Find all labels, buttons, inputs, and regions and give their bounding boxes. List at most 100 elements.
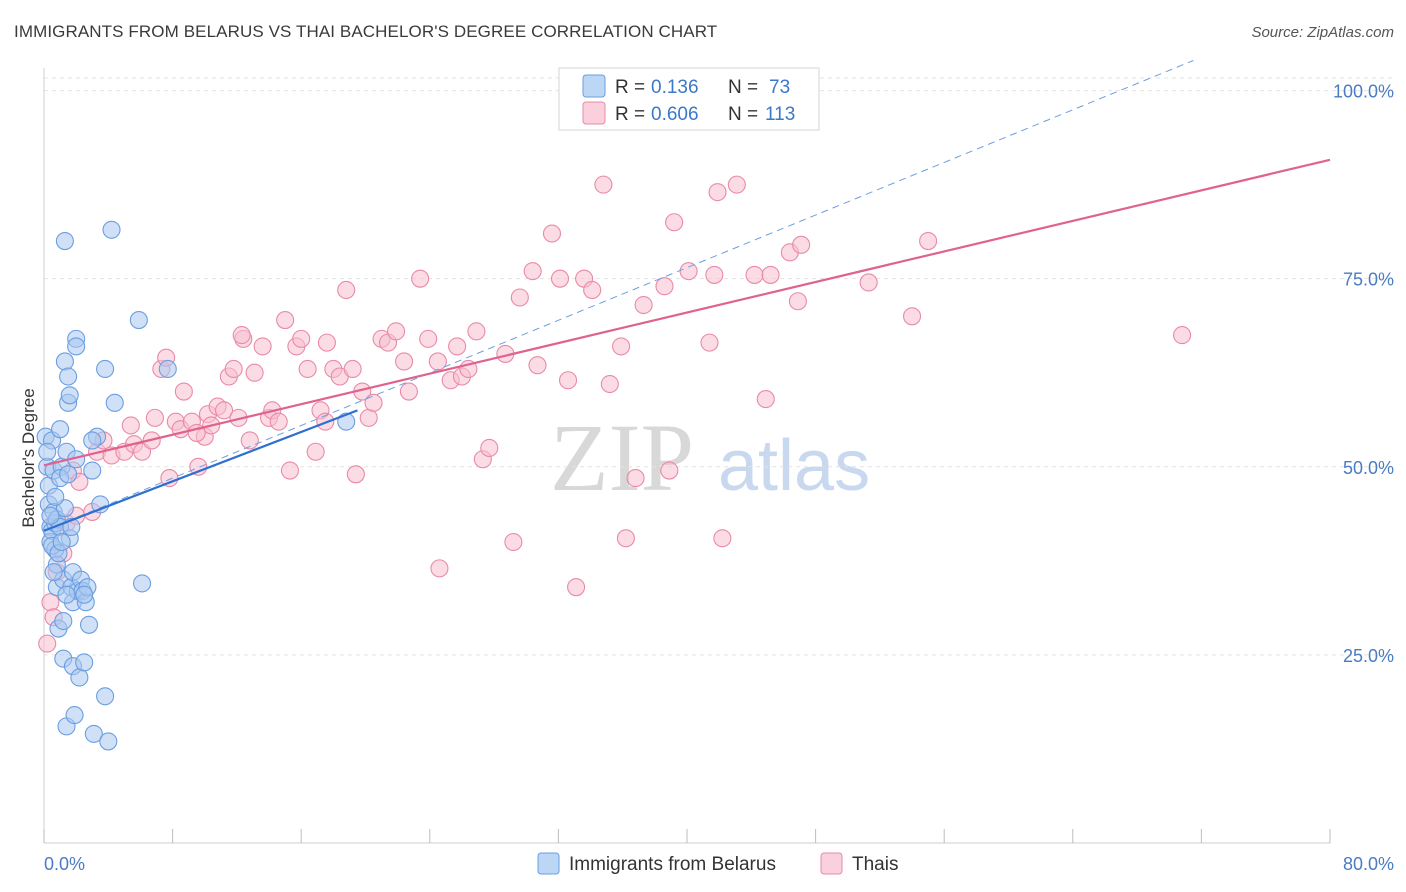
series-belarus-points — [36, 220, 356, 751]
y-gridlines — [44, 77, 1394, 656]
thais-point — [269, 412, 288, 431]
thais-point — [467, 322, 486, 341]
thais-point — [745, 265, 764, 284]
belarus-point — [96, 359, 115, 379]
thais-point — [655, 277, 674, 296]
thais-point — [660, 461, 679, 480]
belarus-point — [38, 442, 57, 461]
thais-point — [616, 529, 635, 548]
belarus-point — [84, 724, 103, 743]
thais-point — [419, 329, 438, 348]
legend-belarus-swatch — [537, 852, 560, 875]
stats-legend-blue-swatch — [582, 74, 606, 98]
x-tick-label-max: 80.0% — [1343, 854, 1394, 874]
legend-thais-label: Thais — [852, 854, 898, 875]
thais-point — [792, 235, 811, 254]
thais-point — [761, 265, 780, 284]
belarus-trend-extension — [43, 60, 1194, 532]
watermark-atlas: atlas — [718, 426, 870, 506]
thais-point — [41, 593, 60, 612]
thais-trend-line — [43, 158, 1331, 467]
belarus-point — [57, 585, 76, 604]
thais-point — [386, 322, 406, 341]
thais-point — [359, 408, 378, 427]
thais-point — [567, 578, 586, 597]
thais-point — [253, 337, 272, 356]
thais-point — [224, 359, 243, 379]
thais-point — [558, 371, 578, 390]
stats-legend: R = 0.136 N = 73 R = 0.606 N = 113 — [558, 67, 820, 131]
thais-point — [346, 465, 365, 484]
stats-r-value-1: 0.136 — [651, 77, 699, 98]
thais-point — [510, 288, 529, 307]
thais-point — [594, 175, 613, 194]
thais-point — [337, 280, 356, 300]
thais-point — [276, 311, 295, 330]
thais-point — [292, 329, 311, 348]
belarus-trend-line — [43, 409, 358, 532]
belarus-point — [51, 420, 70, 439]
series-thais-points — [38, 175, 1192, 653]
thais-point — [727, 175, 746, 194]
thais-point — [232, 326, 251, 345]
thais-point — [317, 333, 336, 352]
thais-point — [708, 183, 727, 202]
thais-point — [428, 352, 447, 371]
thais-point — [145, 408, 164, 427]
belarus-point — [54, 611, 73, 631]
thais-point — [189, 457, 208, 476]
belarus-point — [59, 465, 78, 484]
stats-r-label-2: R = — [615, 104, 645, 125]
thais-point — [364, 393, 383, 412]
stats-n-label-1: N = — [728, 77, 758, 98]
belarus-point — [70, 668, 89, 687]
legend-thais-swatch — [820, 852, 843, 875]
y-tick-label: 25.0% — [1343, 646, 1394, 666]
belarus-point — [96, 687, 115, 706]
stats-legend-pink-swatch — [582, 101, 606, 125]
thais-point — [705, 265, 724, 284]
thais-point — [612, 337, 631, 356]
thais-point — [395, 352, 414, 371]
x-tick-label-min: 0.0% — [44, 854, 85, 874]
thais-point — [600, 374, 619, 394]
chart-title: IMMIGRANTS FROM BELARUS VS THAI BACHELOR… — [14, 22, 718, 41]
thais-point — [902, 307, 922, 326]
thais-point — [665, 213, 684, 232]
belarus-point — [59, 367, 78, 386]
thais-point — [788, 292, 807, 311]
belarus-point — [79, 615, 99, 634]
thais-point — [430, 559, 449, 578]
thais-point — [583, 280, 602, 300]
belarus-point — [46, 487, 65, 506]
thais-point — [411, 269, 430, 288]
thais-point — [448, 337, 467, 356]
belarus-point — [75, 653, 94, 672]
belarus-point — [55, 352, 74, 371]
thais-point — [679, 262, 698, 281]
stats-r-value-2: 0.606 — [651, 104, 699, 125]
stats-n-value-1: 73 — [769, 77, 790, 98]
belarus-point — [60, 386, 79, 405]
thais-point — [626, 469, 645, 488]
thais-point — [713, 529, 732, 548]
belarus-point — [41, 506, 60, 525]
belarus-point — [67, 337, 86, 356]
thais-point — [1173, 326, 1192, 345]
thais-point — [399, 382, 418, 401]
thais-point — [245, 363, 264, 382]
thais-point — [214, 401, 234, 420]
stats-r-label-1: R = — [615, 77, 645, 98]
y-tick-label: 75.0% — [1343, 270, 1394, 290]
thais-point — [121, 416, 140, 435]
thais-point — [280, 461, 299, 480]
belarus-point — [44, 563, 63, 582]
y-tick-label: 50.0% — [1343, 458, 1394, 478]
thais-point — [38, 634, 57, 653]
watermark: ZIP atlas — [550, 404, 870, 511]
legend-belarus-label: Immigrants from Belarus — [569, 854, 776, 875]
y-tick-labels: 25.0% 50.0% 75.0% 100.0% — [1333, 82, 1394, 666]
thais-point — [240, 431, 259, 450]
source-label: Source: ZipAtlas.com — [1251, 24, 1394, 41]
